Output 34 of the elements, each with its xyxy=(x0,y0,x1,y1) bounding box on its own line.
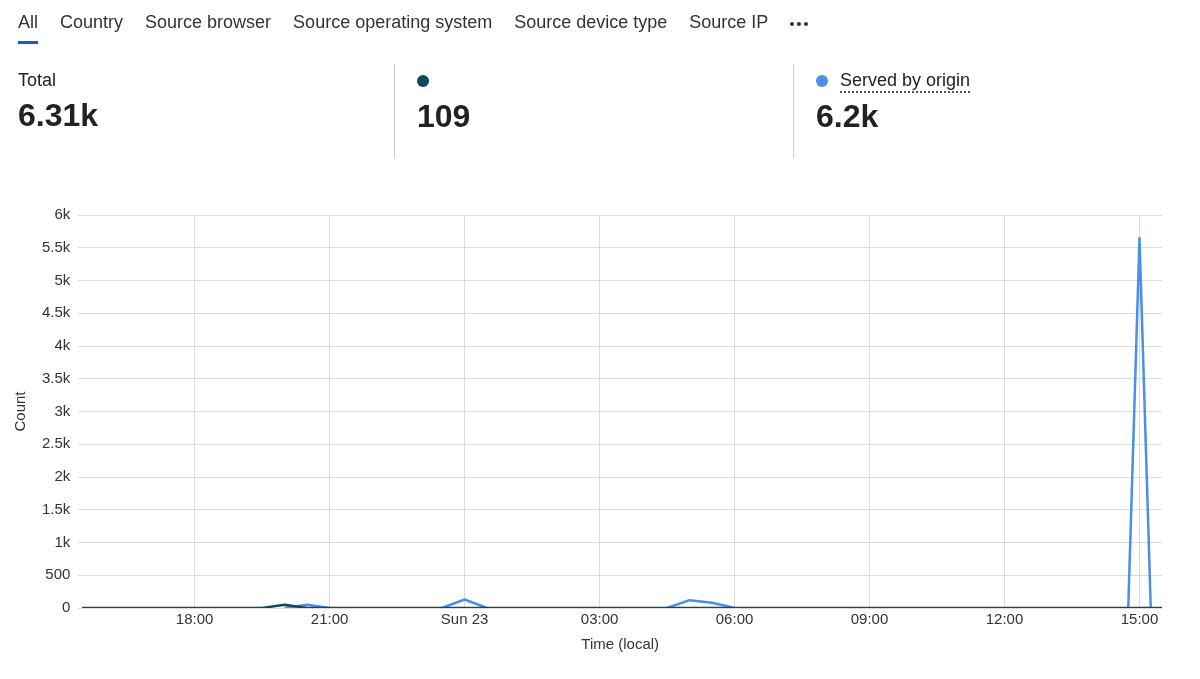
source-note: Source operating system xyxy=(293,12,493,34)
y-tick-label: 4.5k xyxy=(41,303,71,321)
y-tick-label: 5.5k xyxy=(41,237,71,255)
text: Total xyxy=(18,70,58,91)
y-tick-label: 4k xyxy=(54,336,71,354)
text: 109 xyxy=(417,98,472,135)
y-tick-label: 2k xyxy=(54,467,71,485)
x-tick-label: 06:00 xyxy=(715,610,754,628)
x-tick-label: 09:00 xyxy=(850,610,889,628)
y-tick-label: 1.5k xyxy=(41,499,71,517)
y-tick-label: 6k xyxy=(54,205,71,223)
x-tick-label: 18:00 xyxy=(175,610,214,628)
legend-label: Served by origin xyxy=(840,69,971,93)
x-tick-label: 21:00 xyxy=(310,610,349,628)
x-axis-title: Time (local) xyxy=(581,635,660,653)
x-tick-label: 12:00 xyxy=(985,610,1024,628)
y-tick-label: 500 xyxy=(45,565,71,583)
text: Country xyxy=(60,12,124,34)
text: 6.2k xyxy=(816,98,880,135)
y-axis-title: Count xyxy=(11,390,29,432)
y-tick-label: 5k xyxy=(54,270,71,288)
y-tick-label: 3.5k xyxy=(41,368,71,386)
source-note: Source device type xyxy=(514,12,668,34)
text: All xyxy=(18,12,39,44)
x-tick-label: 03:00 xyxy=(580,610,619,628)
x-tick-label: 15:00 xyxy=(1120,610,1159,628)
y-tick-label: 1k xyxy=(54,532,71,550)
source-note: Source IP xyxy=(689,12,769,34)
y-tick-label: 2.5k xyxy=(41,434,71,452)
y-tick-label: 0 xyxy=(62,598,71,616)
text: 6.31k xyxy=(18,97,100,134)
x-tick-label: Sun 23 xyxy=(440,610,489,628)
y-tick-label: 3k xyxy=(54,401,71,419)
source-note: Source browser xyxy=(145,12,272,34)
